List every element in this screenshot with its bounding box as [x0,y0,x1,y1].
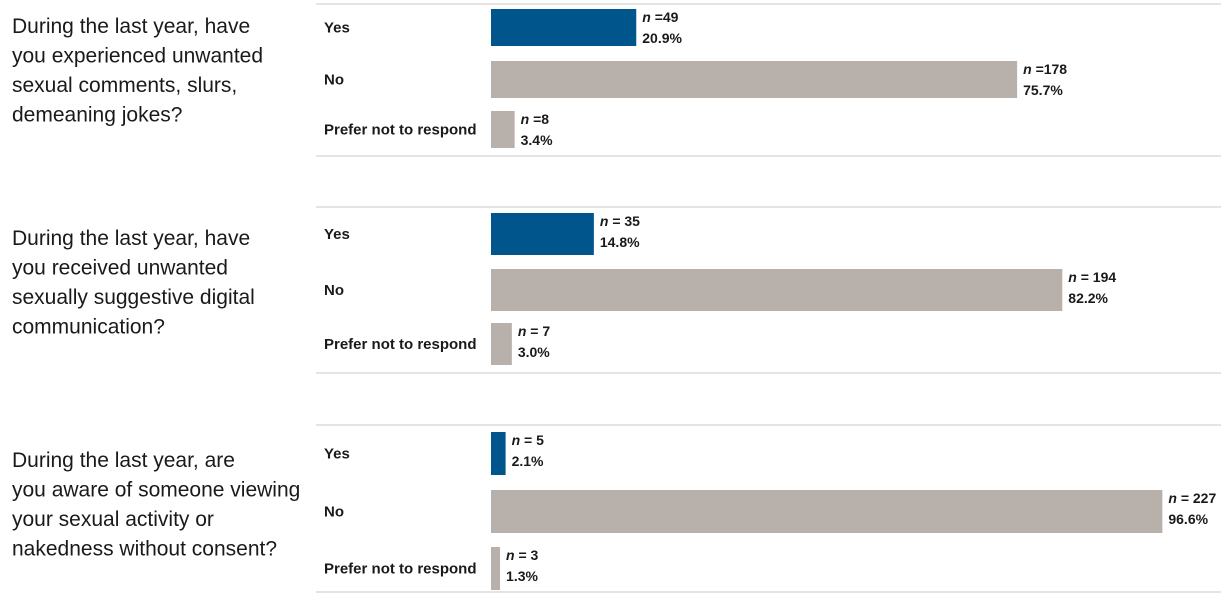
category-label-prefer-not-to-respond: Prefer not to respond [324,122,477,139]
category-label-yes: Yes [324,446,350,463]
percent-label: 20.9% [642,30,682,46]
category-label-no: No [324,72,344,89]
category-label-prefer-not-to-respond: Prefer not to respond [324,561,477,578]
n-count-label: n = 3 [506,547,539,563]
bar-no [491,61,1018,98]
n-count-label: n =178 [1023,61,1067,77]
bar-yes [491,213,594,255]
percent-label: 3.0% [518,344,550,360]
n-count-label: n = 35 [600,213,640,229]
bar-prefer-not-to-respond [491,323,512,365]
bar-no [491,490,1163,533]
bar-yes [491,9,637,46]
question-text: During the last year, have you received u… [12,227,255,339]
bar-prefer-not-to-respond [491,547,501,590]
n-count-label: n =49 [642,9,678,25]
bar-no [491,269,1063,311]
percent-label: 2.1% [512,453,544,469]
n-count-label: n = 194 [1068,269,1116,285]
n-count-label: n = 227 [1168,490,1216,506]
percent-label: 14.8% [600,234,640,250]
question-panel-1: During the last year, have you experience… [12,3,1221,157]
percent-label: 1.3% [506,568,538,584]
category-label-yes: Yes [324,20,350,37]
category-label-prefer-not-to-respond: Prefer not to respond [324,336,477,353]
n-count-label: n =8 [521,111,550,127]
bar-prefer-not-to-respond [491,111,515,148]
category-label-no: No [324,282,344,299]
n-count-label: n = 7 [518,323,551,339]
question-panel-3: During the last year, are you aware of so… [12,424,1221,593]
percent-label: 75.7% [1023,82,1063,98]
percent-label: 96.6% [1168,511,1208,527]
category-label-no: No [324,504,344,521]
category-label-yes: Yes [324,226,350,243]
question-panel-2: During the last year, have you received u… [12,206,1221,374]
bar-yes [491,432,506,475]
percent-label: 82.2% [1068,290,1108,306]
question-text: During the last year, are you aware of so… [12,449,300,561]
n-count-label: n = 5 [512,432,545,448]
percent-label: 3.4% [521,132,553,148]
question-text: During the last year, have you experience… [12,15,263,127]
